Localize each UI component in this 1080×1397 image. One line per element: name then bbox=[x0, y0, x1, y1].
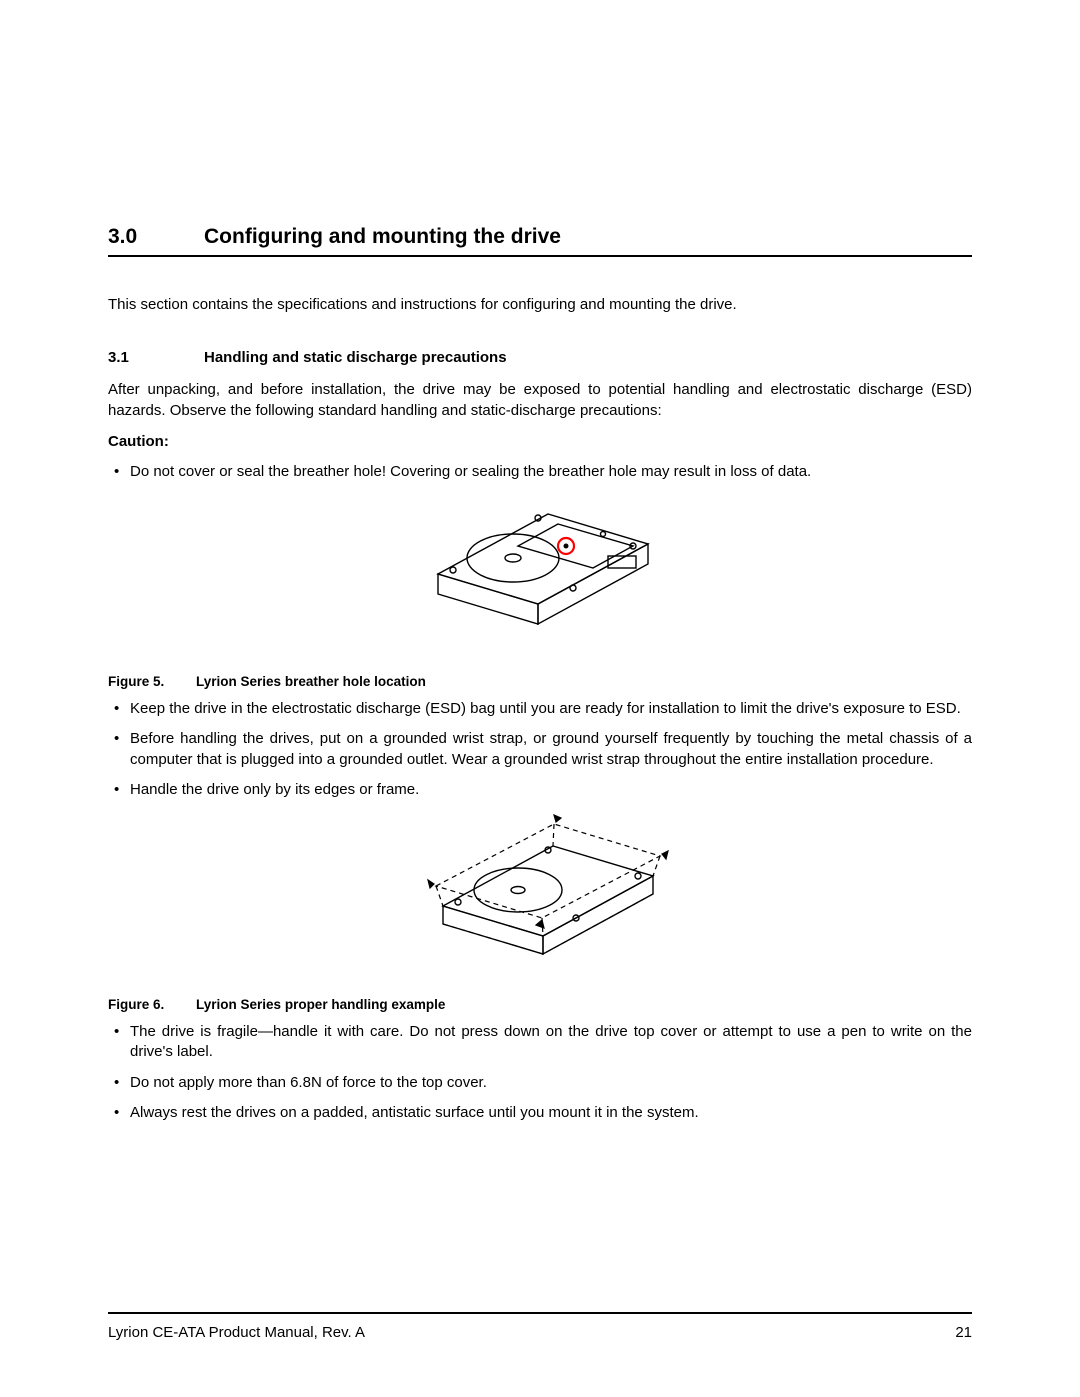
list-item: Do not apply more than 6.8N of force to … bbox=[108, 1073, 972, 1093]
drive-handling-icon bbox=[408, 814, 673, 974]
page-footer: Lyrion CE-ATA Product Manual, Rev. A 21 bbox=[108, 1312, 972, 1341]
drive-illustration-icon bbox=[408, 496, 673, 651]
list-item: Do not cover or seal the breather hole! … bbox=[108, 462, 972, 482]
subsection-title: Handling and static discharge precaution… bbox=[204, 349, 507, 366]
section-number: 3.0 bbox=[108, 225, 204, 249]
figure-5-caption: Figure 5. Lyrion Series breather hole lo… bbox=[108, 674, 972, 689]
bullet-list-2: Keep the drive in the electrostatic disc… bbox=[108, 699, 972, 800]
list-item: Handle the drive only by its edges or fr… bbox=[108, 780, 972, 800]
list-item: Keep the drive in the electrostatic disc… bbox=[108, 699, 972, 719]
list-item: Always rest the drives on a padded, anti… bbox=[108, 1103, 972, 1123]
section-header: 3.0 Configuring and mounting the drive bbox=[108, 225, 972, 257]
paragraph-1: After unpacking, and before installation… bbox=[108, 380, 972, 421]
section-title: Configuring and mounting the drive bbox=[204, 225, 561, 249]
figure-6-label: Figure 6. bbox=[108, 997, 164, 1012]
bullet-list-1: Do not cover or seal the breather hole! … bbox=[108, 462, 972, 482]
caution-label: Caution: bbox=[108, 433, 972, 450]
figure-5-image bbox=[108, 496, 972, 656]
figure-6-image bbox=[108, 814, 972, 979]
intro-paragraph: This section contains the specifications… bbox=[108, 295, 972, 315]
list-item: The drive is fragile—handle it with care… bbox=[108, 1022, 972, 1063]
list-item: Before handling the drives, put on a gro… bbox=[108, 729, 972, 770]
bullet-list-3: The drive is fragile—handle it with care… bbox=[108, 1022, 972, 1123]
figure-5-label: Figure 5. bbox=[108, 674, 164, 689]
footer-left: Lyrion CE-ATA Product Manual, Rev. A bbox=[108, 1324, 365, 1341]
figure-5-text: Lyrion Series breather hole location bbox=[196, 674, 426, 689]
figure-6-caption: Figure 6. Lyrion Series proper handling … bbox=[108, 997, 972, 1012]
footer-page-number: 21 bbox=[955, 1324, 972, 1341]
subsection-header: 3.1 Handling and static discharge precau… bbox=[108, 349, 972, 366]
subsection-number: 3.1 bbox=[108, 349, 204, 366]
page-content: 3.0 Configuring and mounting the drive T… bbox=[0, 0, 1080, 1123]
figure-6-text: Lyrion Series proper handling example bbox=[196, 997, 445, 1012]
